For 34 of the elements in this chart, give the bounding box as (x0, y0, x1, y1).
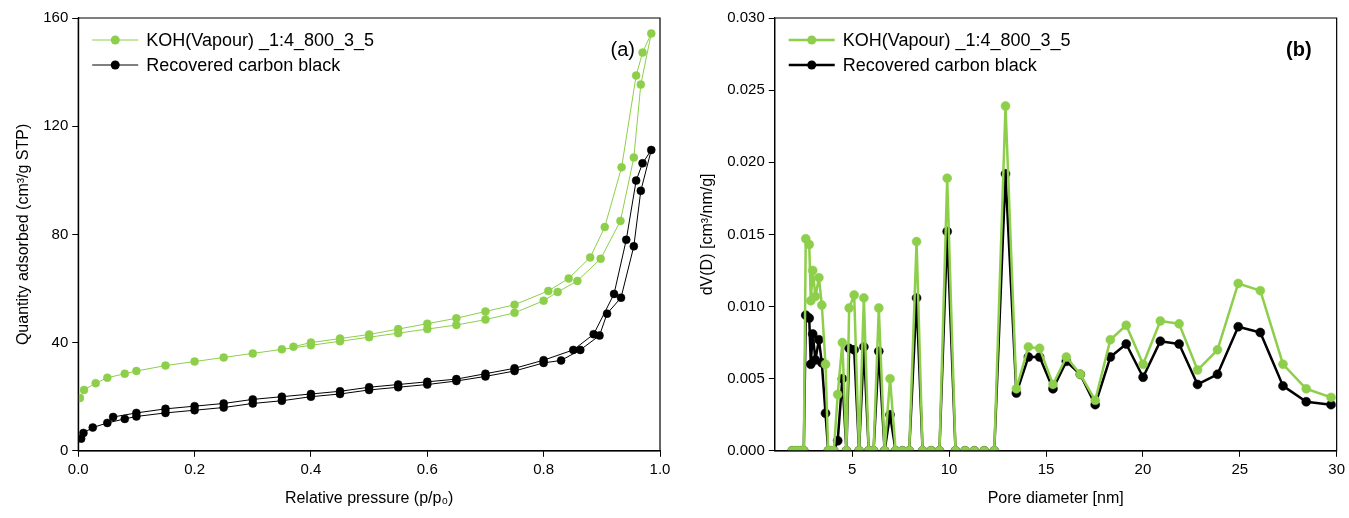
x-tick-label: 20 (1134, 459, 1152, 477)
x-tick-label: 1.0 (649, 459, 671, 477)
x-tick-label: 5 (848, 459, 857, 477)
y-tick-label: 0.025 (727, 80, 765, 98)
x-tick-label: 30 (1328, 459, 1345, 477)
x-axis-title: Pore diameter [nm] (987, 488, 1124, 506)
x-tick-label: 0.8 (533, 459, 555, 477)
x-tick-label: 0.6 (416, 459, 438, 477)
annotation: (a) (610, 37, 635, 60)
y-axis-title: Quantity adsorbed (cm³/g STP) (14, 123, 32, 346)
legend-label: KOH(Vapour) _1:4_800_3_5 (146, 29, 375, 51)
y-tick-label: 0.010 (727, 296, 765, 314)
legend-label: Recovered carbon black (842, 54, 1038, 75)
y-tick-label: 0.015 (727, 224, 765, 242)
legend-label: Recovered carbon black (146, 54, 342, 75)
y-tick-label: 120 (43, 116, 69, 134)
y-tick-label: 0.005 (727, 368, 765, 386)
x-tick-label: 15 (1037, 459, 1055, 477)
x-tick-label: 10 (940, 459, 958, 477)
y-tick-label: 160 (43, 8, 69, 26)
y-tick-label: 0 (59, 440, 69, 458)
x-tick-label: 0.0 (67, 459, 89, 477)
y-tick-label: 80 (51, 224, 69, 242)
y-tick-label: 40 (51, 332, 69, 350)
x-tick-label: 0.4 (300, 459, 322, 477)
y-tick-label: 0.030 (727, 8, 765, 26)
y-axis-title: dV(D) [cm³/nm/g] (698, 173, 716, 296)
annotation: (b) (1286, 37, 1312, 60)
x-tick-label: 0.2 (184, 459, 206, 477)
y-tick-label: 0.000 (727, 440, 765, 458)
legend-label: KOH(Vapour) _1:4_800_3_5 (842, 29, 1071, 51)
x-axis-title: Relative pressure (p/p₀) (284, 488, 454, 506)
y-tick-label: 0.020 (727, 152, 765, 170)
x-tick-label: 25 (1231, 459, 1249, 477)
